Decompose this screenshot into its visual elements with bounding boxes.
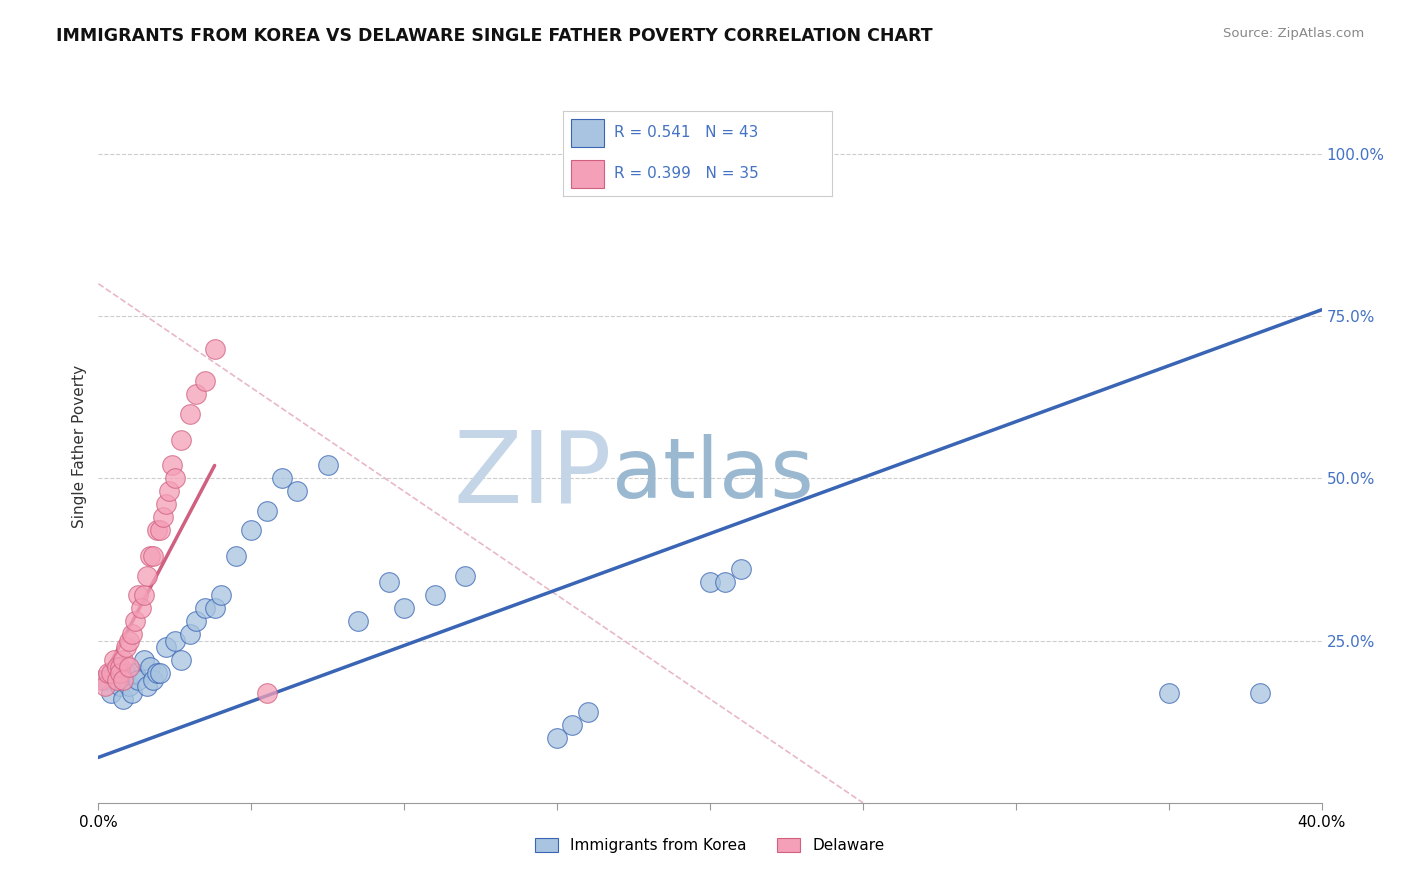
Text: R = 0.541   N = 43: R = 0.541 N = 43: [614, 126, 759, 140]
Point: [105, 659, 128, 673]
Point: [93, 673, 115, 687]
Point: [194, 601, 217, 615]
Point: [163, 633, 186, 648]
Point: [454, 568, 477, 582]
Point: [139, 659, 162, 673]
Point: [145, 524, 167, 538]
Point: [111, 673, 134, 687]
Y-axis label: Single Father Poverty: Single Father Poverty: [72, 365, 87, 527]
Point: [179, 407, 201, 421]
Point: [316, 458, 339, 473]
Point: [139, 549, 162, 564]
Point: [149, 524, 172, 538]
Point: [108, 679, 131, 693]
Point: [124, 666, 146, 681]
Point: [714, 575, 737, 590]
FancyBboxPatch shape: [571, 161, 603, 187]
Point: [152, 510, 174, 524]
Point: [121, 627, 143, 641]
Point: [285, 484, 308, 499]
Point: [256, 504, 278, 518]
Point: [155, 640, 177, 654]
Point: [115, 640, 138, 654]
Point: [186, 614, 208, 628]
Point: [118, 633, 141, 648]
Point: [270, 471, 292, 485]
Point: [209, 588, 232, 602]
Point: [392, 601, 416, 615]
Point: [194, 374, 217, 388]
Point: [160, 458, 183, 473]
Legend: Immigrants from Korea, Delaware: Immigrants from Korea, Delaware: [529, 832, 891, 859]
Point: [163, 471, 186, 485]
Point: [145, 666, 167, 681]
Point: [103, 666, 125, 681]
Point: [240, 524, 263, 538]
Text: ZIP: ZIP: [454, 426, 612, 523]
Point: [730, 562, 752, 576]
Point: [103, 653, 125, 667]
Point: [561, 718, 583, 732]
Point: [100, 685, 122, 699]
Point: [142, 673, 165, 687]
Point: [129, 601, 152, 615]
Point: [127, 673, 149, 687]
Point: [121, 685, 143, 699]
Point: [108, 659, 131, 673]
Point: [1157, 685, 1180, 699]
Point: [378, 575, 401, 590]
Point: [111, 653, 134, 667]
Point: [347, 614, 370, 628]
Point: [149, 666, 172, 681]
FancyBboxPatch shape: [571, 120, 603, 146]
Point: [118, 679, 141, 693]
Text: Source: ZipAtlas.com: Source: ZipAtlas.com: [1223, 27, 1364, 40]
Point: [170, 433, 193, 447]
Point: [136, 679, 159, 693]
Point: [118, 659, 141, 673]
Point: [105, 673, 128, 687]
Point: [134, 653, 156, 667]
Point: [100, 666, 122, 681]
Point: [134, 588, 156, 602]
Point: [179, 627, 201, 641]
Point: [90, 673, 112, 687]
Point: [1249, 685, 1271, 699]
Point: [142, 549, 165, 564]
Point: [204, 342, 226, 356]
Point: [97, 666, 120, 681]
Point: [155, 497, 177, 511]
Text: atlas: atlas: [612, 434, 814, 515]
Point: [186, 387, 208, 401]
Point: [256, 685, 278, 699]
Text: IMMIGRANTS FROM KOREA VS DELAWARE SINGLE FATHER POVERTY CORRELATION CHART: IMMIGRANTS FROM KOREA VS DELAWARE SINGLE…: [56, 27, 932, 45]
Point: [546, 731, 568, 745]
Point: [111, 692, 134, 706]
Point: [576, 705, 599, 719]
Point: [225, 549, 247, 564]
Point: [157, 484, 180, 499]
Point: [204, 601, 226, 615]
Point: [108, 666, 131, 681]
Point: [136, 568, 159, 582]
Point: [127, 588, 149, 602]
Point: [423, 588, 446, 602]
Point: [124, 614, 146, 628]
Point: [170, 653, 193, 667]
Point: [115, 666, 138, 681]
Point: [699, 575, 721, 590]
Text: R = 0.399   N = 35: R = 0.399 N = 35: [614, 167, 759, 181]
Point: [93, 679, 115, 693]
